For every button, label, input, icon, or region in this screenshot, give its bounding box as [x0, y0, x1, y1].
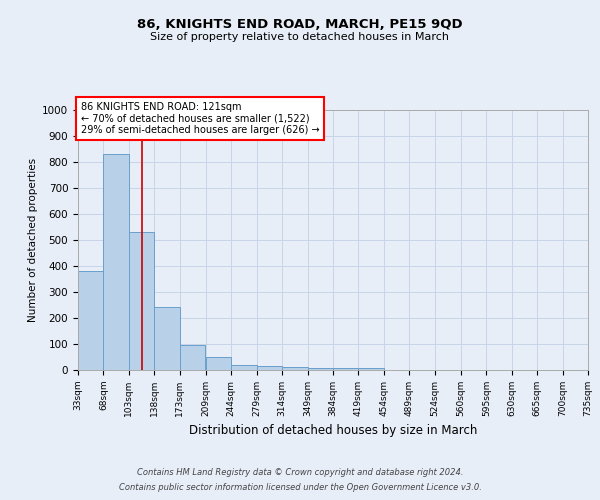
- Bar: [206, 357, 231, 370]
- Bar: [78, 271, 103, 370]
- Bar: [154, 307, 180, 370]
- Bar: [231, 365, 257, 370]
- Bar: [103, 154, 129, 370]
- Bar: [358, 368, 384, 370]
- Bar: [257, 366, 282, 370]
- Text: Contains public sector information licensed under the Open Government Licence v3: Contains public sector information licen…: [119, 483, 481, 492]
- Bar: [129, 232, 154, 370]
- X-axis label: Distribution of detached houses by size in March: Distribution of detached houses by size …: [189, 424, 477, 438]
- Bar: [180, 346, 205, 370]
- Bar: [308, 368, 333, 370]
- Text: Contains HM Land Registry data © Crown copyright and database right 2024.: Contains HM Land Registry data © Crown c…: [137, 468, 463, 477]
- Bar: [282, 367, 308, 370]
- Text: 86, KNIGHTS END ROAD, MARCH, PE15 9QD: 86, KNIGHTS END ROAD, MARCH, PE15 9QD: [137, 18, 463, 30]
- Bar: [333, 368, 358, 370]
- Text: Size of property relative to detached houses in March: Size of property relative to detached ho…: [151, 32, 449, 42]
- Text: 86 KNIGHTS END ROAD: 121sqm
← 70% of detached houses are smaller (1,522)
29% of : 86 KNIGHTS END ROAD: 121sqm ← 70% of det…: [80, 102, 319, 136]
- Y-axis label: Number of detached properties: Number of detached properties: [28, 158, 38, 322]
